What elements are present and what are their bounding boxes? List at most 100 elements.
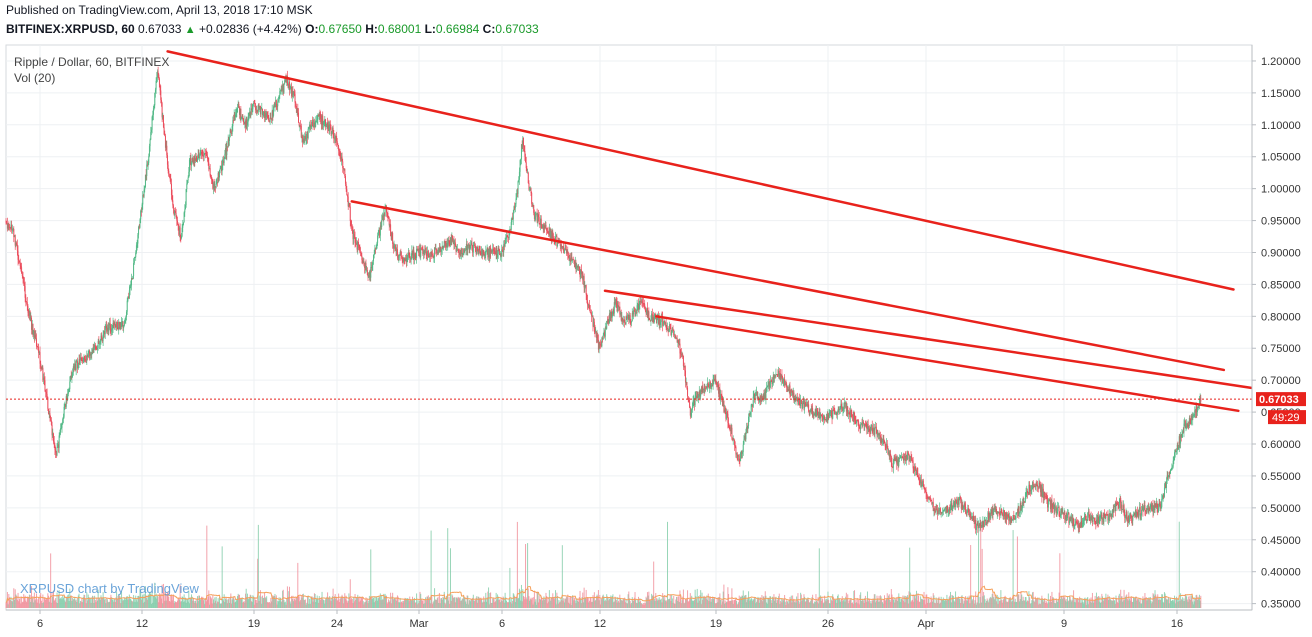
candle-body — [388, 218, 390, 226]
volume-bar — [443, 591, 445, 608]
volume-bar — [619, 594, 621, 608]
candle-body — [1090, 516, 1092, 521]
volume-bar — [858, 599, 860, 608]
candle-body — [243, 118, 245, 123]
volume-bar — [277, 600, 279, 608]
volume-bar — [1129, 600, 1131, 608]
candle-body — [124, 320, 126, 322]
volume-bar — [231, 603, 233, 608]
candle-body — [709, 382, 711, 387]
candle-body — [478, 246, 480, 255]
volume-bar — [898, 593, 900, 608]
candle-body — [937, 510, 939, 515]
volume-bar — [971, 600, 973, 608]
candle-body — [635, 312, 637, 314]
candle-body — [459, 251, 461, 255]
candle-body — [282, 84, 284, 93]
candle-body — [158, 74, 160, 79]
candle-body — [154, 89, 156, 93]
volume-bar — [290, 603, 292, 608]
volume-bar — [985, 602, 987, 608]
volume-bar — [1116, 598, 1118, 608]
candle-body — [328, 124, 330, 132]
volume-bar — [375, 600, 377, 608]
candle-body — [980, 525, 982, 528]
volume-bar — [919, 601, 921, 608]
candle-body — [865, 424, 867, 427]
volume-bar — [386, 603, 388, 608]
volume-bar — [54, 599, 56, 608]
volume-bar — [936, 600, 938, 608]
candle-body — [210, 175, 212, 177]
volume-bar — [1018, 594, 1020, 608]
candle-body — [1060, 508, 1062, 514]
volume-bar — [1106, 598, 1108, 608]
volume-bar — [51, 592, 53, 608]
candle-body — [613, 309, 615, 314]
volume-bar — [508, 602, 510, 608]
volume-bar — [1010, 598, 1012, 608]
candle-body — [1108, 513, 1110, 518]
candle-body — [456, 250, 458, 252]
candle-body — [406, 257, 408, 262]
plot-area[interactable] — [5, 44, 1253, 611]
candle-body — [506, 235, 508, 237]
candle-body — [33, 330, 35, 336]
candle-body — [347, 196, 349, 207]
volume-bar — [180, 601, 182, 608]
candle-body — [302, 138, 304, 143]
volume-bar — [220, 603, 222, 608]
volume-bar — [916, 600, 918, 608]
candle-body — [26, 302, 28, 307]
candle-body — [433, 257, 435, 259]
volume-bar — [237, 593, 239, 608]
candle-body — [658, 314, 660, 324]
candle-body — [851, 415, 853, 417]
volume-bar — [369, 597, 371, 608]
volume-bar — [625, 599, 627, 608]
candle-body — [253, 102, 255, 104]
volume-bar — [1170, 600, 1172, 608]
candle-body — [711, 384, 713, 386]
volume-bar — [574, 597, 576, 608]
volume-bar — [177, 598, 179, 608]
volume-bar — [843, 599, 845, 608]
candle-body — [837, 408, 839, 413]
candle-body — [574, 262, 576, 268]
volume-bar — [740, 596, 742, 608]
candle-body — [830, 410, 832, 413]
volume-bar — [730, 600, 732, 608]
candle-body — [353, 234, 355, 240]
volume-bar — [372, 596, 374, 608]
candle-body — [398, 255, 400, 258]
volume-bar — [772, 596, 774, 608]
candle-body — [821, 415, 823, 418]
symbol-name[interactable]: BITFINEX:XRPUSD, 60 — [6, 22, 135, 36]
candle-body — [462, 253, 464, 256]
candle-body — [273, 106, 275, 116]
volume-bar — [389, 600, 391, 608]
volume-bar — [730, 600, 732, 608]
candle-body — [150, 132, 152, 140]
volume-bar — [957, 596, 959, 608]
volume-bar — [44, 597, 46, 608]
volume-bar — [40, 600, 42, 608]
volume-bar — [961, 595, 963, 608]
volume-bar — [879, 595, 881, 608]
volume-bar — [247, 599, 249, 608]
candle-body — [241, 117, 243, 119]
candle-body — [231, 126, 233, 134]
volume-bar — [9, 597, 11, 608]
candle-body — [367, 274, 369, 278]
candle-body — [347, 195, 349, 197]
candle-body — [492, 248, 494, 251]
volume-bar — [181, 596, 183, 608]
candle-body — [57, 444, 59, 448]
volume-bar — [1104, 598, 1106, 608]
candle-body — [540, 218, 542, 228]
candle-body — [257, 104, 259, 112]
candle-body — [247, 121, 249, 126]
candle-body — [1099, 517, 1101, 521]
volume-bar — [856, 602, 858, 608]
